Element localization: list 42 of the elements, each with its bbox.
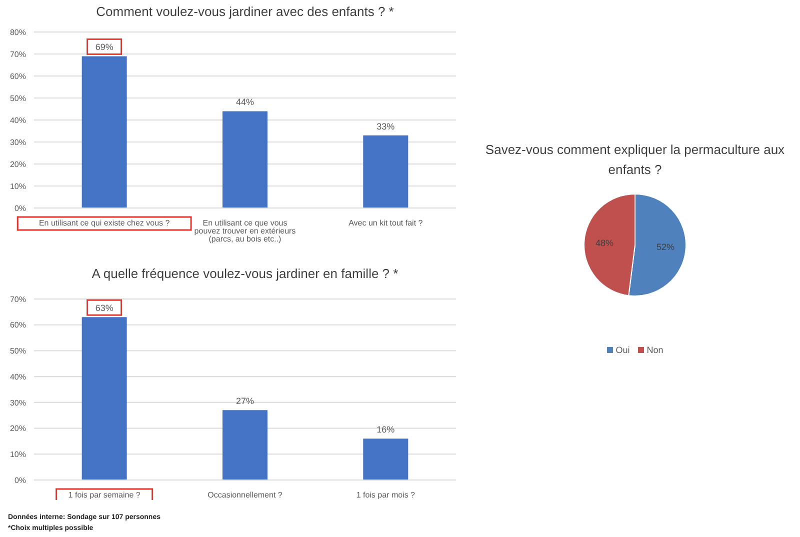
x-tick-label: Avec un kit tout fait ? — [348, 218, 424, 228]
chart-title: A quelle fréquence voulez-vous jardiner en famille ? * — [90, 265, 400, 283]
y-tick-label: 10% — [10, 182, 26, 191]
y-tick-label: 20% — [10, 424, 26, 434]
bar — [363, 135, 408, 208]
data-label: 48% — [595, 238, 614, 248]
bar — [222, 111, 268, 208]
y-tick-label: 60% — [10, 320, 26, 330]
x-tick-label: 1 fois par mois ? — [356, 490, 416, 500]
y-tick-label: 50% — [10, 94, 26, 103]
bar — [363, 438, 408, 480]
y-tick-label: 40% — [10, 116, 26, 125]
y-tick-label: 70% — [10, 50, 26, 59]
y-tick-label: 30% — [10, 398, 26, 408]
data-label: 52% — [656, 242, 675, 252]
bar — [82, 317, 127, 480]
y-tick-label: 60% — [10, 72, 26, 81]
y-tick-label: 20% — [10, 160, 26, 169]
data-label: 44% — [236, 97, 254, 108]
chart-title: Comment voulez-vous jardiner avec des enfants ? * — [95, 3, 395, 21]
legend-label: Oui — [614, 345, 630, 355]
data-label: 16% — [376, 424, 395, 435]
legend-label: Non — [646, 345, 664, 355]
x-tick-label: Occasionnellement ? — [208, 490, 283, 500]
x-tick-label: En utilisant ce qui existe chez vous ? — [38, 218, 170, 228]
data-label: 69% — [95, 42, 114, 52]
chart-title: Savez-vous comment expliquer la permaculture aux enfants ? — [484, 141, 786, 179]
data-label: 63% — [95, 303, 114, 314]
data-label: 27% — [236, 396, 254, 406]
y-tick-label: 80% — [10, 28, 26, 37]
y-tick-label: 0% — [14, 204, 26, 213]
y-tick-label: 0% — [14, 476, 26, 485]
y-tick-label: 10% — [10, 450, 26, 459]
x-tick-label: En utilisant ce que vous pouvez trouver en extérieurs (parcs, au bois etc..) — [194, 218, 296, 244]
bar — [82, 56, 127, 208]
bar — [222, 410, 268, 480]
y-tick-label: 70% — [10, 294, 26, 304]
y-tick-label: 30% — [10, 138, 26, 147]
data-label: 33% — [376, 121, 395, 132]
x-tick-label: 1 fois par semaine ? — [68, 490, 141, 500]
y-tick-label: 40% — [10, 372, 26, 382]
y-tick-label: 50% — [10, 346, 26, 356]
